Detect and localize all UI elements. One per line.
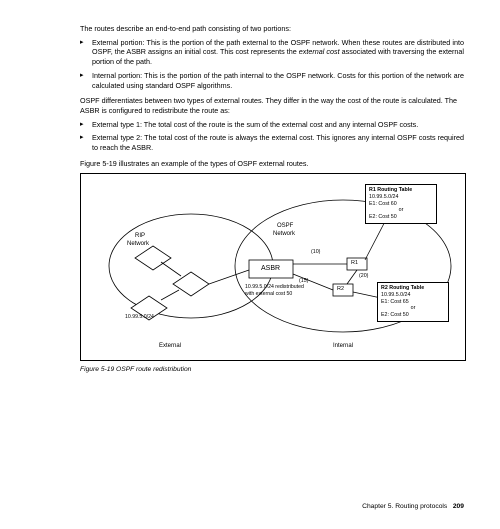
footer-page: 209 (453, 503, 464, 510)
r2-routing-table: R2 Routing Table 10.99.5.0/24 E1: Cost 6… (377, 282, 449, 322)
figure-caption: Figure 5-19 OSPF route redistribution (80, 365, 464, 374)
p-differentiate: OSPF differentiates between two types of… (80, 96, 464, 115)
rt2-or: or (381, 305, 445, 312)
rt1-or: or (369, 207, 433, 214)
rt2-e1: E1: Cost 65 (381, 299, 445, 306)
footer-chapter: Chapter 5. Routing protocols (362, 503, 447, 510)
rt1-title: R1 Routing Table (369, 187, 433, 194)
r2-label: R2 (337, 286, 344, 293)
rt1-net: 10.99.5.0/24 (369, 194, 433, 201)
bullet-internal-portion: Internal portion: This is the portion of… (80, 71, 464, 90)
figure-box: RIP Network OSPF Network ASBR R1 R2 (10)… (80, 173, 466, 361)
external-label: External (159, 342, 181, 350)
rt2-e2: E2: Cost 50 (381, 312, 445, 319)
r1-routing-table: R1 Routing Table 10.99.5.0/24 E1: Cost 6… (365, 184, 437, 224)
cost-20: (20) (359, 273, 368, 280)
intro: The routes describe an end-to-end path c… (80, 24, 464, 34)
redist-l1: 10.99.5.0/24 redistributed (245, 284, 304, 291)
rt2-net: 10.99.5.0/24 (381, 292, 445, 299)
p-figref: Figure 5-19 illustrates an example of th… (80, 159, 464, 169)
rip-network: Network (127, 240, 149, 248)
rt1-e2: E2: Cost 50 (369, 214, 433, 221)
redist-l2: with external cost 50 (245, 291, 292, 298)
type-list: External type 1: The total cost of the r… (80, 120, 464, 153)
subnet-label: 10.99.5.0/24 (125, 314, 154, 321)
bullet-type1: External type 1: The total cost of the r… (80, 120, 464, 130)
asbr-label: ASBR (261, 264, 280, 273)
portion-list: External portion: This is the portion of… (80, 38, 464, 91)
ospf-label: OSPF (277, 222, 293, 230)
cost-10: (10) (311, 249, 320, 256)
rt1-e1: E1: Cost 60 (369, 201, 433, 208)
ospf-network: Network (273, 230, 295, 238)
bullet-type2: External type 2: The total cost of the r… (80, 133, 464, 152)
r1-label: R1 (351, 260, 358, 267)
rip-label: RIP (135, 232, 145, 240)
page-footer: Chapter 5. Routing protocols 209 (362, 502, 464, 511)
bullet-external-portion: External portion: This is the portion of… (80, 38, 464, 67)
rt2-title: R2 Routing Table (381, 285, 445, 292)
b1em: external cost (299, 47, 340, 56)
internal-label: Internal (333, 342, 353, 350)
